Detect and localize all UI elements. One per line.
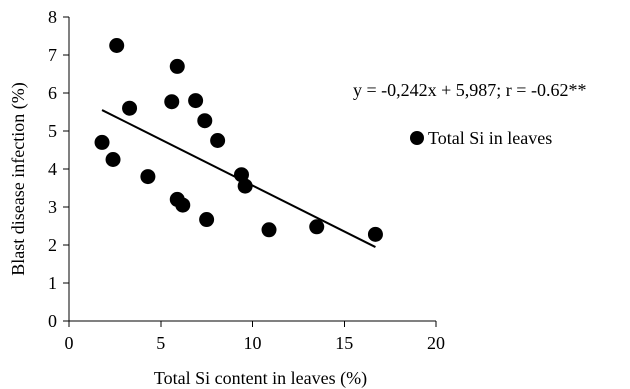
y-axis-title: Blast disease infection (%) [8,82,29,275]
y-tick-label: 2 [48,235,57,255]
data-point [233,167,249,183]
y-tick-label: 5 [48,121,57,141]
data-point [105,152,121,167]
x-tick-label: 5 [156,333,165,353]
x-tick-label: 15 [335,333,353,353]
data-point [367,226,383,242]
data-points [94,38,383,242]
x-tick-label: 0 [65,333,74,353]
data-point [109,38,125,53]
data-point [169,58,185,74]
y-tick-label: 1 [48,273,57,293]
data-point [164,94,180,110]
x-tick-label: 20 [427,333,445,353]
y-tick-label: 6 [48,83,57,103]
data-point [210,133,226,148]
data-point [261,222,277,238]
legend-label: Total Si in leaves [428,128,552,148]
x-axis-title: Total Si content in leaves (%) [154,368,367,389]
data-point [188,93,204,109]
regression-equation: y = -0,242x + 5,987; r = -0.62** [353,80,586,100]
y-tick-label: 7 [48,45,57,65]
legend: Total Si in leaves [410,128,552,148]
data-point [309,219,325,235]
y-axis-ticks: 0 1 2 3 4 5 6 7 8 [48,7,69,331]
legend-marker [410,131,424,145]
data-point [94,134,110,150]
data-point [199,212,215,228]
y-tick-label: 4 [48,159,57,179]
y-tick-label: 8 [48,7,57,27]
x-tick-label: 10 [244,333,262,353]
y-tick-label: 0 [48,311,57,331]
x-axis-ticks: 0 5 10 15 20 [65,321,445,353]
data-point [122,100,138,116]
data-point [237,178,253,194]
y-tick-label: 3 [48,197,57,217]
data-point [175,197,191,213]
data-point [140,169,156,185]
data-point [197,113,213,129]
